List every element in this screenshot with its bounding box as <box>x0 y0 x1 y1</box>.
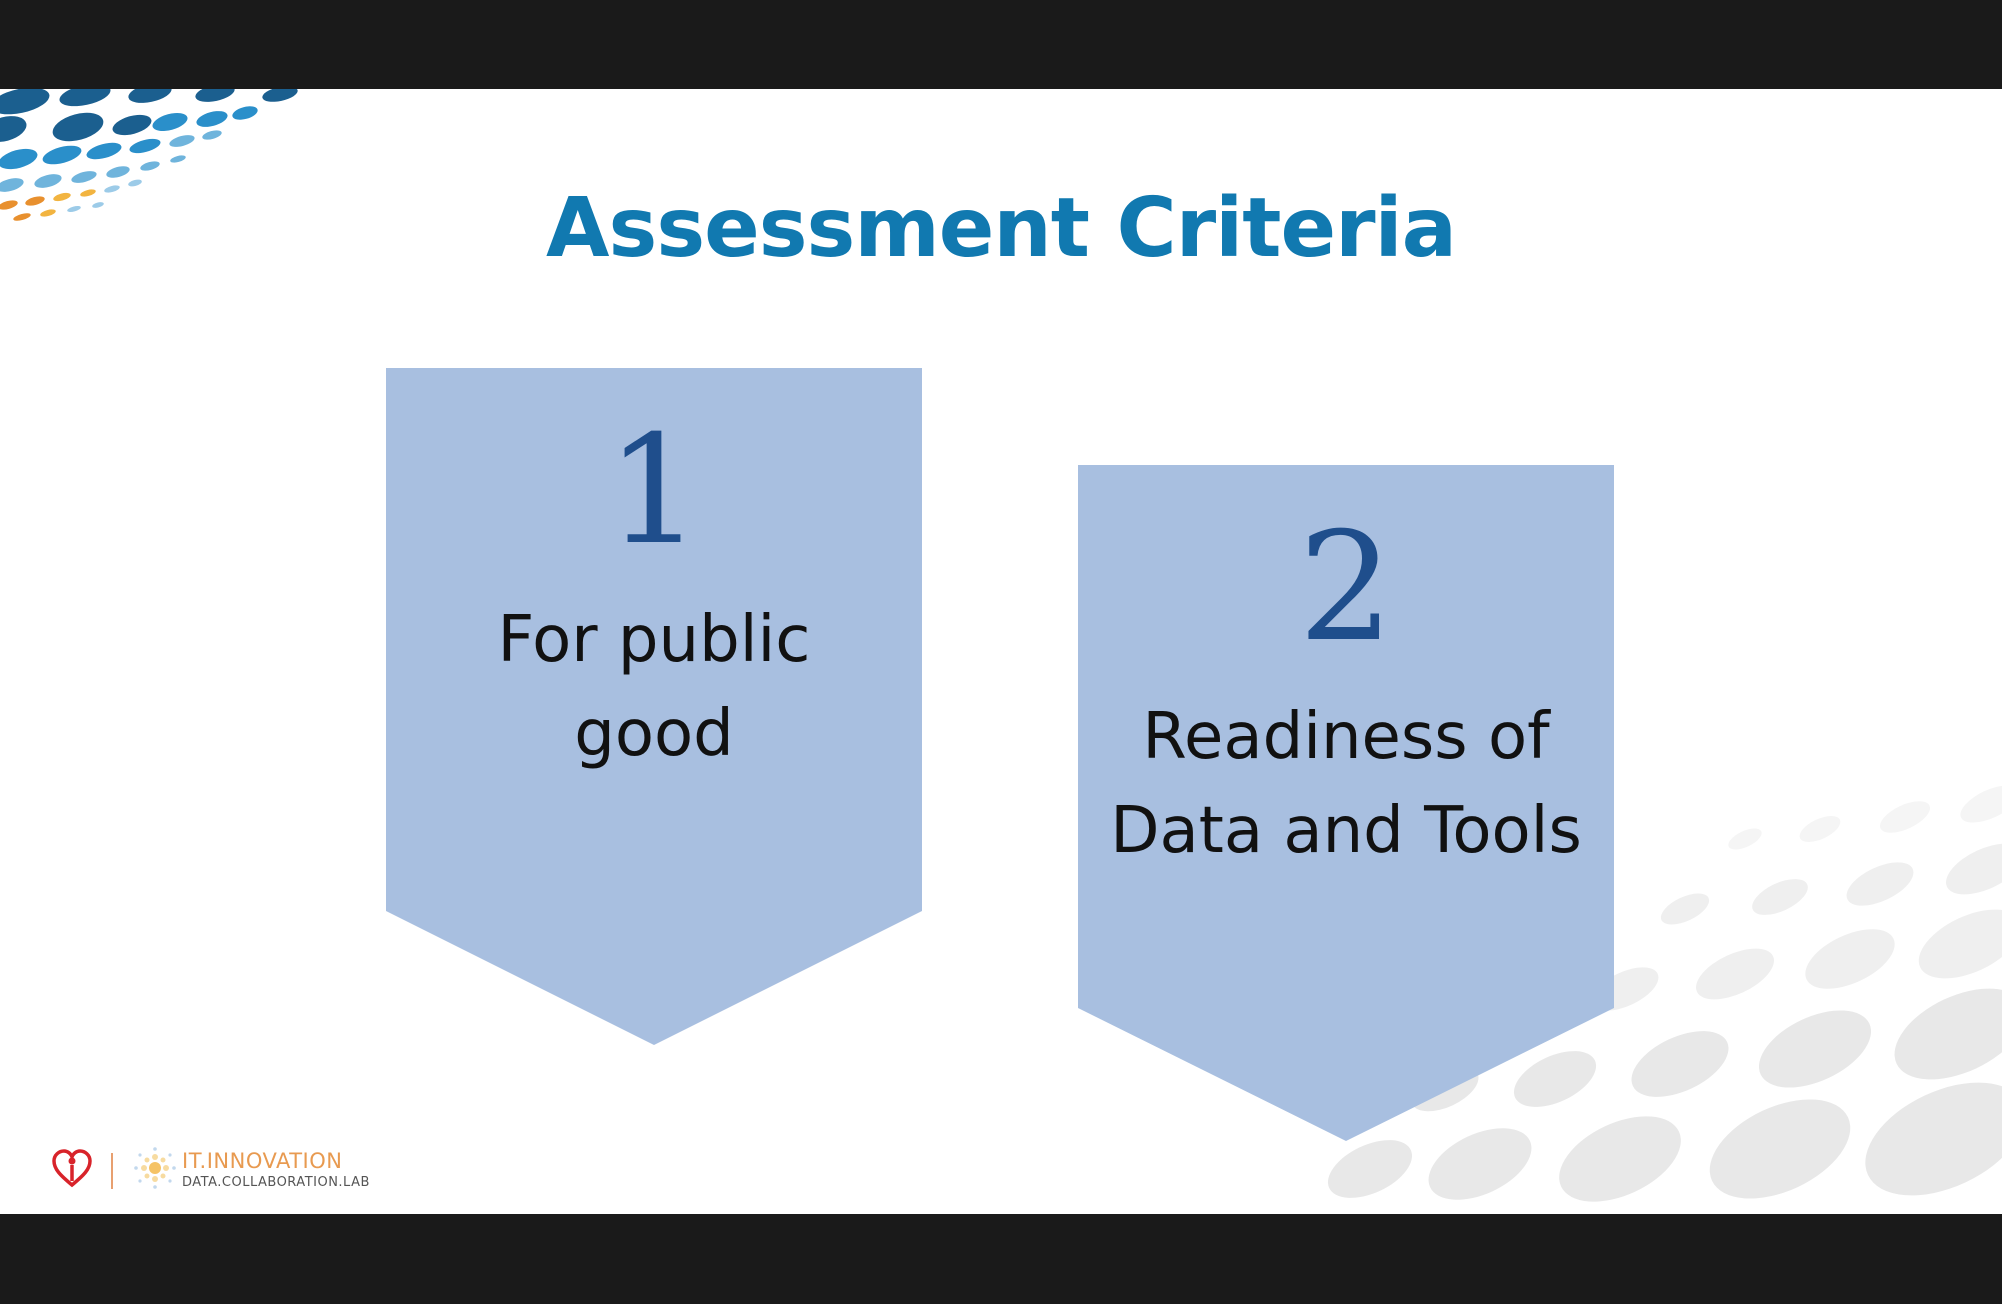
slide-title: Assessment Criteria <box>546 181 1457 276</box>
bottom-letterbox-bar <box>0 1214 2002 1304</box>
criterion-label-2-line-2: Data and Tools <box>1110 794 1582 868</box>
heart-logo-icon <box>52 1149 92 1188</box>
top-left-dot-swirl-decoration <box>0 89 298 221</box>
chevron-shape-2 <box>1078 465 1614 1141</box>
top-letterbox-bar <box>0 0 2002 89</box>
brand-name-line-1: IT.INNOVATION <box>182 1149 343 1173</box>
presentation-slide: Assessment Criteria 1 For public good 2 … <box>0 89 2002 1214</box>
criterion-number-1: 1 <box>606 404 702 578</box>
criterion-number-2: 2 <box>1298 501 1394 675</box>
it-innovation-logo-icon <box>134 1147 176 1189</box>
logo-divider <box>111 1153 113 1189</box>
criterion-label-1-line-1: For public <box>497 603 811 677</box>
criterion-card-1: 1 For public good <box>386 368 922 1045</box>
brand-name-line-2: DATA.COLLABORATION.LAB <box>182 1175 370 1190</box>
chevron-shape-1 <box>386 368 922 1045</box>
criterion-label-1-line-2: good <box>574 697 734 771</box>
criterion-card-2: 2 Readiness of Data and Tools <box>1078 465 1614 1141</box>
criterion-label-2-line-1: Readiness of <box>1142 700 1550 774</box>
